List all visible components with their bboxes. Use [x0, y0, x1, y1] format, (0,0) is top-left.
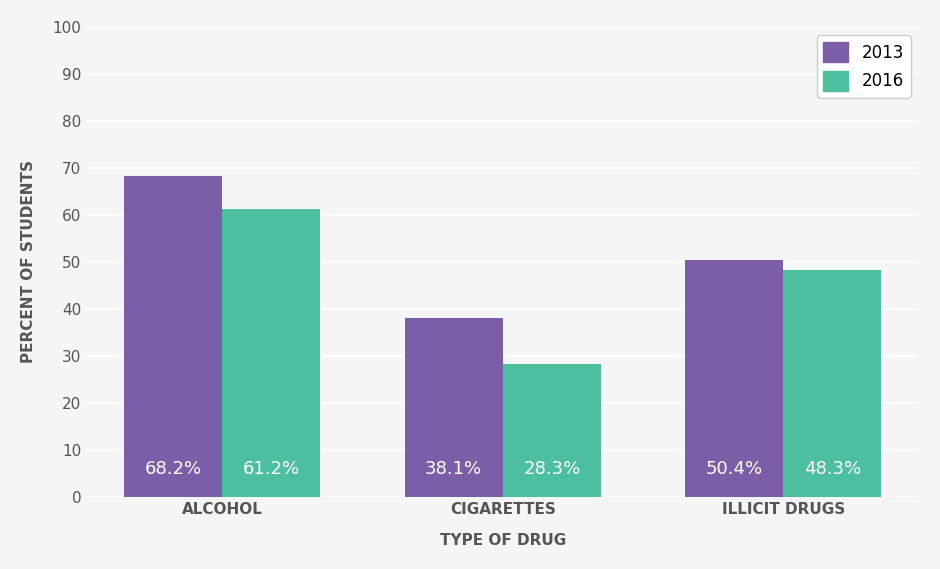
- Bar: [404, 318, 503, 497]
- Legend: 2013, 2016: 2013, 2016: [817, 35, 911, 97]
- Bar: [503, 364, 601, 497]
- Text: 61.2%: 61.2%: [243, 460, 300, 478]
- Text: 50.4%: 50.4%: [706, 460, 762, 478]
- Bar: [783, 270, 882, 497]
- Text: 28.3%: 28.3%: [524, 460, 580, 478]
- Bar: [124, 176, 222, 497]
- Text: 48.3%: 48.3%: [804, 460, 861, 478]
- Text: 68.2%: 68.2%: [145, 460, 202, 478]
- Y-axis label: PERCENT OF STUDENTS: PERCENT OF STUDENTS: [21, 160, 36, 363]
- Bar: [685, 260, 783, 497]
- Text: 38.1%: 38.1%: [425, 460, 482, 478]
- Bar: [222, 209, 321, 497]
- X-axis label: TYPE OF DRUG: TYPE OF DRUG: [440, 533, 566, 548]
